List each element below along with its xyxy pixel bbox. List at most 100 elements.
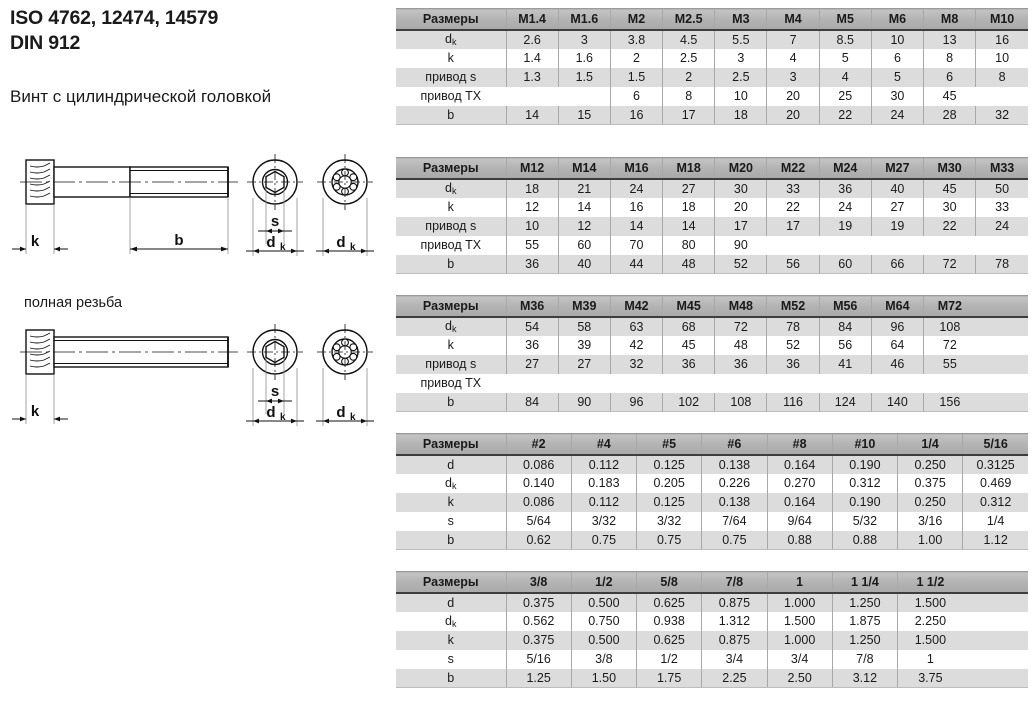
column-header-M52: M52 <box>766 295 820 318</box>
column-header-M42: M42 <box>609 295 663 318</box>
table-cell: 84 <box>818 316 872 336</box>
row-label-subscript: k <box>451 480 457 491</box>
table-cell: 3 <box>766 67 820 87</box>
table-cell: 0.500 <box>570 630 637 650</box>
table-cell: 55 <box>923 354 976 374</box>
table-cell <box>610 373 663 393</box>
column-header-M64: M64 <box>870 295 924 318</box>
table-cell: 2.25 <box>701 668 767 688</box>
table-cell: 3 <box>714 48 767 68</box>
table-cell: 44 <box>609 254 663 274</box>
table-cell: 20 <box>714 197 767 217</box>
table-cell: 36 <box>505 254 559 274</box>
table-cell: 1.75 <box>635 668 702 688</box>
column-header-M39: M39 <box>557 295 611 318</box>
table-cell: 24 <box>975 216 1028 236</box>
table-cell: 2.6 <box>505 29 559 49</box>
table-cell: 0.500 <box>570 592 637 612</box>
screw-drawing-full-thread: k <box>12 324 374 426</box>
table-cell <box>558 373 611 393</box>
title-block: ISO 4762, 12474, 14579 DIN 912 <box>10 6 388 56</box>
table-header-row: Размеры 3/8 1/2 5/8 7/8 1 1 1/4 1 1/2 <box>396 571 1028 594</box>
table-cell: 0.375 <box>896 473 963 493</box>
table-cell: 1.00 <box>896 530 963 550</box>
table-cell: 0.270 <box>766 473 833 493</box>
table-cell: 3/8 <box>570 649 637 669</box>
table-cell: 1.312 <box>701 611 767 631</box>
table-cell: 0.88 <box>831 530 898 550</box>
table-block-metric-3: Размеры M36 M39 M42 M45 M48 M52 M56 M64 M72 dk 54 58… <box>396 295 1028 412</box>
row-label: привод TX <box>396 373 507 393</box>
row-label: привод s <box>396 216 507 236</box>
column-header-M27: M27 <box>870 157 924 180</box>
table-cell: 50 <box>975 178 1028 198</box>
table-cell: 40 <box>870 178 924 198</box>
table-cell: 116 <box>766 392 820 412</box>
row-label: d <box>396 454 506 474</box>
table-cell: 27 <box>870 197 924 217</box>
row-label: k <box>396 335 507 355</box>
table-cell: 8 <box>923 48 976 68</box>
table-cell: 27 <box>662 178 715 198</box>
left-panel: ISO 4762, 12474, 14579 DIN 912 Винт с ци… <box>0 0 392 703</box>
end-view-hex-socket: s d k <box>246 154 304 256</box>
table-cell: 0.875 <box>701 630 767 650</box>
table-cell: 0.190 <box>831 492 898 512</box>
column-header-#5: #5 <box>635 433 702 456</box>
row-label: b <box>396 668 506 688</box>
table-row: привод s 1.3 1.5 1.5 2 2.5 3 4 5 6 8 <box>396 67 1028 87</box>
table-cell: 0.086 <box>505 492 572 512</box>
row-label: k <box>396 48 507 68</box>
table-cell <box>962 630 1028 650</box>
table-row: k 36 39 42 45 48 52 56 64 72 <box>396 335 1028 355</box>
table-cell: 3.8 <box>609 29 663 49</box>
table-cell: 8.5 <box>818 29 872 49</box>
table-cell: 1.000 <box>766 630 833 650</box>
column-header-#2: #2 <box>505 433 572 456</box>
table-cell: 5/64 <box>505 511 572 531</box>
column-header-sizes: Размеры <box>396 8 507 31</box>
column-header-M72: M72 <box>923 295 976 318</box>
screw-drawing-partial-thread: k b <box>12 154 374 256</box>
table-cell: 3/4 <box>701 649 767 669</box>
table-cell <box>962 649 1028 669</box>
standard-line-1: ISO 4762, 12474, 14579 <box>10 7 219 29</box>
table-cell: 22 <box>818 105 872 125</box>
table-cell: 7 <box>766 29 820 49</box>
table-cell: 2 <box>609 48 663 68</box>
table-cell: 56 <box>818 335 872 355</box>
table-cell: 78 <box>766 316 820 336</box>
table-cell: 0.138 <box>701 454 767 474</box>
table-cell <box>506 86 559 106</box>
table-row: b 1.25 1.50 1.75 2.25 2.50 3.12 3.75 <box>396 668 1028 688</box>
column-header-M48: M48 <box>714 295 767 318</box>
table-cell: 27 <box>505 354 559 374</box>
table-row: dk 0.140 0.183 0.205 0.226 0.270 0.312 0.375 0.4… <box>396 473 1028 493</box>
table-cell <box>871 235 924 255</box>
table-cell: 68 <box>662 316 715 336</box>
table-cell: 0.125 <box>635 454 702 474</box>
table-row: k 1.4 1.6 2 2.5 3 4 5 6 8 10 <box>396 48 1028 68</box>
table-cell: 48 <box>662 254 715 274</box>
table-cell: 0.312 <box>831 473 898 493</box>
dimension-k <box>12 246 68 252</box>
standard-line-2: DIN 912 <box>10 32 81 54</box>
full-thread-caption: полная резьба <box>24 295 123 311</box>
table-cell <box>819 373 872 393</box>
table-cell: 0.125 <box>635 492 702 512</box>
table-row: dk 18 21 24 27 30 33 36 40 45 50 <box>396 178 1028 198</box>
label-dk-4: d <box>336 404 345 421</box>
table-cell: 2.5 <box>714 67 767 87</box>
table-cell: 17 <box>766 216 820 236</box>
column-header-M10: M10 <box>975 8 1028 31</box>
table-cell: 36 <box>818 178 872 198</box>
table-cell: 0.140 <box>505 473 572 493</box>
table-cell: 1/2 <box>635 649 702 669</box>
table-cell: 36 <box>766 354 820 374</box>
table-cell: 0.112 <box>570 454 637 474</box>
table-cell: 0.250 <box>896 454 963 474</box>
table-cell <box>766 373 820 393</box>
table-cell <box>766 235 820 255</box>
table-block-metric-1: Размеры M1.4 M1.6 M2 M2.5 M3 M4 M5 M6 M8 M10 dk 2.6 3… <box>396 8 1028 125</box>
table-cell: 1.4 <box>505 48 559 68</box>
